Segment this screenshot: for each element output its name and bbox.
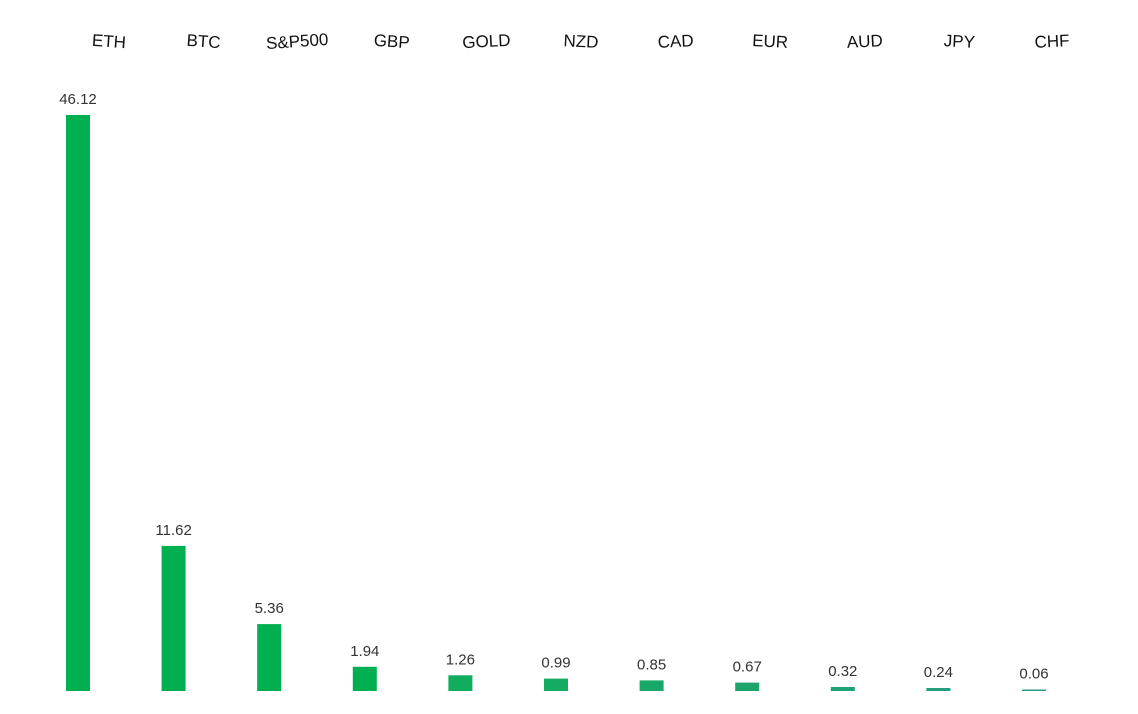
category-label: GOLD [462,31,511,52]
category-label: CHF [1034,31,1070,52]
value-label: 0.06 [1019,666,1048,683]
category-label: ETH [91,31,126,52]
value-label: 0.85 [637,656,666,673]
bar-btc [161,545,186,691]
bar-eur [735,682,760,691]
category-label: AUD [846,31,883,52]
bar-gold [448,675,473,691]
value-label: 0.99 [541,655,570,672]
value-labels: 46.12 11.62 5.36 1.94 1.26 0.99 0.85 0.67 0.32 0.… [59,91,1048,683]
bar-nzd [544,678,568,691]
value-label: 11.62 [155,522,191,539]
bar-chf [1022,689,1046,691]
category-label: EUR [752,31,789,52]
category-label: CAD [657,31,694,52]
value-label: 0.32 [828,663,857,680]
value-label: 0.67 [733,659,762,676]
value-label: 1.94 [350,643,379,660]
category-label: GBP [373,31,410,52]
bar-cad [639,680,664,691]
bars [66,115,1046,691]
bar-sp500 [257,624,282,691]
category-label: NZD [563,31,599,52]
bar-eth [66,115,90,691]
bar-aud [830,687,855,691]
category-label: S&P500 [265,30,329,53]
value-label: 5.36 [255,600,284,617]
bar-jpy [926,688,951,691]
category-label: JPY [943,31,975,52]
value-label: 0.24 [924,664,953,681]
value-label: 1.26 [446,651,475,668]
category-label: BTC [186,31,221,52]
value-label: 46.12 [59,91,97,108]
category-labels: ETH BTC S&P500 GBP GOLD NZD CAD EUR AUD JPY CHF [91,30,1070,53]
bar-gbp [352,666,377,691]
